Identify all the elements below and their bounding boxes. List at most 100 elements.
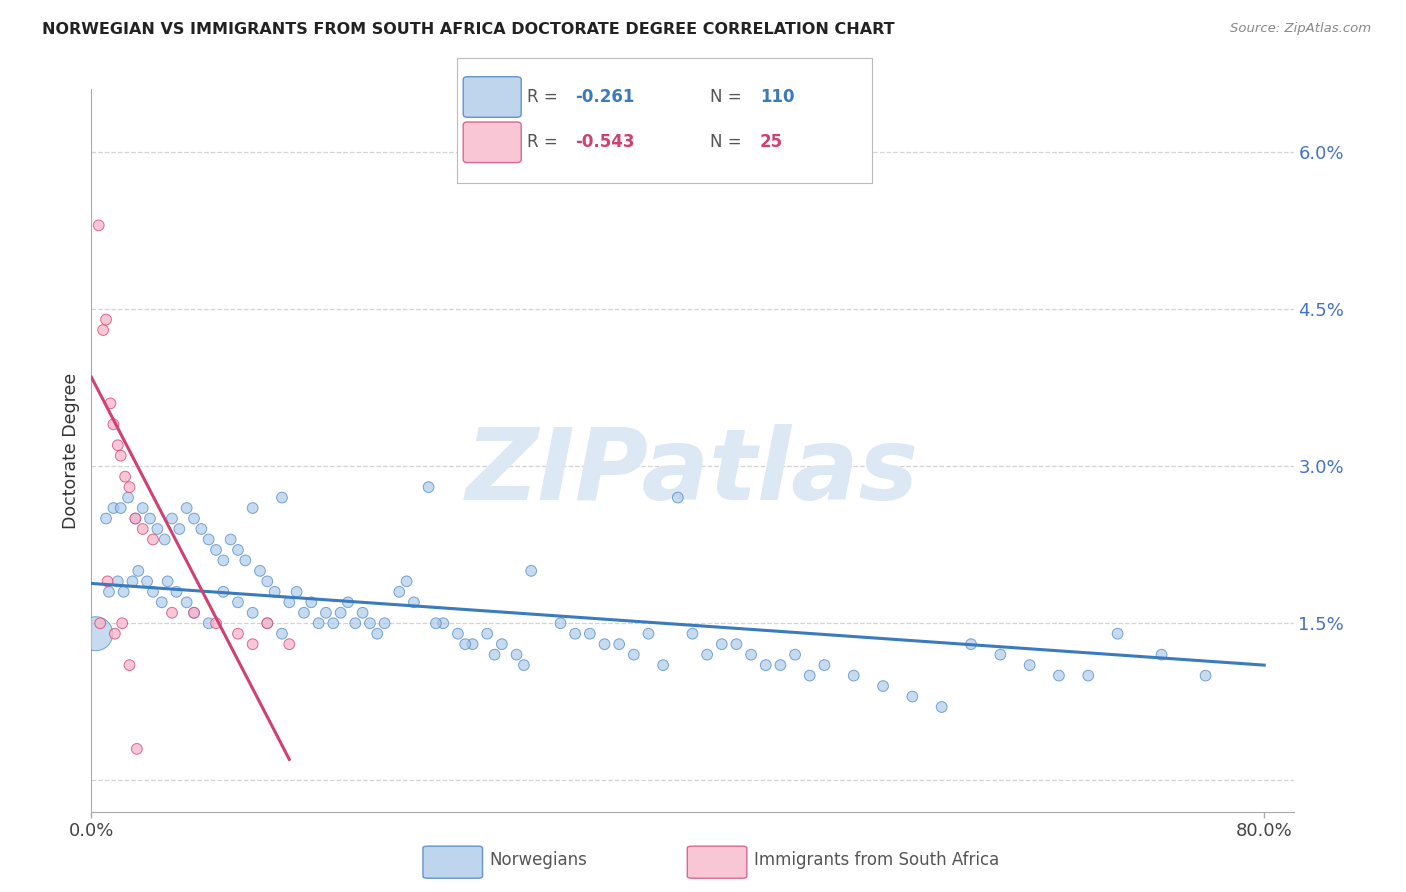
Y-axis label: Doctorate Degree: Doctorate Degree bbox=[62, 372, 80, 529]
Point bbox=[226, 543, 249, 558]
Point bbox=[256, 616, 278, 631]
Point bbox=[107, 438, 129, 452]
Point bbox=[447, 626, 470, 640]
Point bbox=[696, 166, 718, 180]
Point bbox=[183, 606, 205, 620]
Point bbox=[242, 637, 264, 651]
Point bbox=[579, 626, 602, 640]
FancyBboxPatch shape bbox=[688, 847, 747, 879]
Point bbox=[205, 616, 228, 631]
Point bbox=[813, 658, 835, 673]
Point bbox=[197, 533, 219, 547]
Point bbox=[160, 606, 183, 620]
Point bbox=[271, 626, 294, 640]
Point bbox=[107, 574, 129, 589]
Point bbox=[125, 742, 148, 756]
Point bbox=[91, 323, 114, 337]
Point bbox=[1047, 668, 1070, 682]
Point bbox=[121, 574, 143, 589]
Point bbox=[872, 679, 894, 693]
Text: -0.261: -0.261 bbox=[575, 88, 634, 106]
Point bbox=[226, 626, 249, 640]
Point bbox=[242, 606, 264, 620]
Point bbox=[292, 606, 315, 620]
Point bbox=[505, 648, 527, 662]
Point bbox=[308, 616, 330, 631]
Point bbox=[285, 584, 308, 599]
Point bbox=[299, 595, 322, 609]
Point bbox=[395, 574, 418, 589]
Text: Source: ZipAtlas.com: Source: ZipAtlas.com bbox=[1230, 22, 1371, 36]
Point bbox=[513, 658, 536, 673]
Point bbox=[432, 616, 454, 631]
Point bbox=[960, 637, 983, 651]
Point bbox=[336, 595, 359, 609]
Text: N =: N = bbox=[710, 133, 747, 152]
Point bbox=[112, 584, 135, 599]
Point bbox=[725, 637, 748, 651]
Point bbox=[1077, 668, 1099, 682]
Point bbox=[740, 648, 762, 662]
Point bbox=[344, 616, 367, 631]
Text: Immigrants from South Africa: Immigrants from South Africa bbox=[754, 851, 998, 870]
Text: N =: N = bbox=[710, 88, 747, 106]
Point bbox=[127, 564, 149, 578]
Point bbox=[550, 616, 572, 631]
Point bbox=[799, 668, 821, 682]
Text: Norwegians: Norwegians bbox=[489, 851, 588, 870]
Point bbox=[219, 533, 242, 547]
Point bbox=[520, 564, 543, 578]
Point bbox=[418, 480, 440, 494]
Point bbox=[124, 511, 146, 525]
Point bbox=[94, 511, 117, 525]
Point bbox=[249, 564, 271, 578]
Point bbox=[374, 616, 396, 631]
Point bbox=[150, 595, 173, 609]
Point bbox=[139, 511, 162, 525]
Point bbox=[783, 648, 806, 662]
Point bbox=[1107, 626, 1129, 640]
Point bbox=[477, 626, 499, 640]
Point bbox=[710, 637, 733, 651]
Point bbox=[256, 616, 278, 631]
Text: 110: 110 bbox=[759, 88, 794, 106]
Point bbox=[212, 553, 235, 567]
Point bbox=[98, 584, 121, 599]
Point bbox=[271, 491, 294, 505]
Point bbox=[89, 616, 111, 631]
Point bbox=[988, 648, 1011, 662]
Point bbox=[278, 637, 301, 651]
Point bbox=[103, 501, 125, 516]
Point bbox=[100, 396, 122, 410]
Point bbox=[322, 616, 344, 631]
Point bbox=[425, 616, 447, 631]
Point bbox=[233, 553, 256, 567]
Text: R =: R = bbox=[527, 133, 564, 152]
Point bbox=[564, 626, 586, 640]
Point bbox=[131, 501, 153, 516]
Point bbox=[111, 616, 134, 631]
Point bbox=[153, 533, 176, 547]
Point bbox=[681, 626, 703, 640]
Point bbox=[1018, 658, 1040, 673]
FancyBboxPatch shape bbox=[463, 122, 522, 162]
Point bbox=[623, 648, 645, 662]
Point bbox=[212, 584, 235, 599]
Point bbox=[278, 595, 301, 609]
Point bbox=[110, 501, 132, 516]
Point bbox=[359, 616, 381, 631]
Point bbox=[142, 584, 165, 599]
Point bbox=[183, 511, 205, 525]
Point bbox=[165, 584, 187, 599]
Point bbox=[637, 626, 659, 640]
Point bbox=[607, 637, 630, 651]
Point bbox=[666, 491, 689, 505]
Point bbox=[136, 574, 159, 589]
Point bbox=[1194, 668, 1216, 682]
Text: R =: R = bbox=[527, 88, 564, 106]
Point bbox=[205, 543, 228, 558]
Point bbox=[842, 668, 865, 682]
Point bbox=[156, 574, 179, 589]
Point bbox=[484, 648, 506, 662]
Point bbox=[461, 637, 484, 651]
